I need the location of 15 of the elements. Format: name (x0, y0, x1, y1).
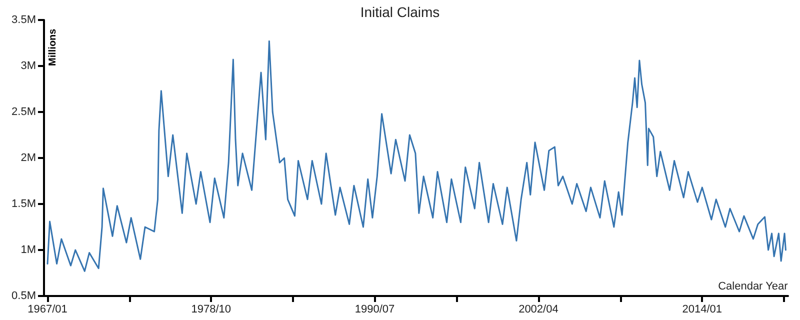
y-tick-label: 1.5M (12, 198, 36, 210)
y-tick-label: 1M (20, 244, 36, 256)
x-tick-label: 1978/10 (191, 304, 232, 316)
y-tick-label: 0.5M (12, 290, 36, 302)
y-tick-label: 3M (20, 60, 36, 72)
x-tick-label: 2014/01 (682, 304, 722, 316)
y-tick-label: 2.5M (12, 106, 36, 118)
chart-title: Initial Claims (360, 4, 440, 20)
x-axis-title: Calendar Year (718, 280, 788, 292)
y-tick-label: 2M (20, 152, 36, 164)
x-tick-label: 2002/04 (518, 304, 558, 316)
y-axis-title: Millions (48, 28, 58, 66)
y-tick-label: 3.5M (12, 14, 36, 26)
x-tick-label: 1990/07 (354, 304, 395, 316)
x-tick-label: 1967/01 (28, 304, 68, 316)
